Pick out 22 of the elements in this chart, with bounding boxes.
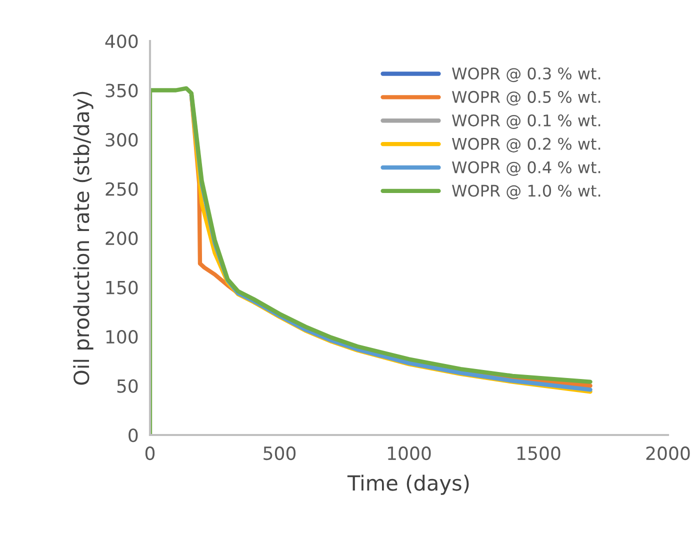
y-tick-label: 150 bbox=[106, 280, 138, 294]
x-tick-label: 1000 bbox=[388, 446, 431, 460]
legend-label: WOPR @ 0.4 % wt. bbox=[452, 161, 600, 176]
y-tick-label: 400 bbox=[105, 34, 138, 48]
x-axis-title: Time (days) bbox=[347, 474, 469, 495]
legend-label: WOPR @ 1.0 % wt. bbox=[452, 184, 600, 200]
legend-label: WOPR @ 0.3 % wt. bbox=[452, 67, 600, 82]
y-tick-label: 350 bbox=[106, 84, 138, 98]
y-tick-label: 100 bbox=[106, 330, 138, 344]
y-tick-label: 50 bbox=[117, 379, 138, 393]
x-tick-label: 0 bbox=[145, 446, 155, 460]
legend-label: WOPR @ 0.2 % wt. bbox=[452, 138, 600, 152]
x-tick-label: 1500 bbox=[518, 446, 560, 460]
legend-label: WOPR @ 0.5 % wt. bbox=[452, 90, 600, 106]
x-tick-label: 2000 bbox=[646, 446, 690, 460]
y-tick-label: 250 bbox=[106, 182, 138, 196]
legend-label: WOPR @ 0.1 % wt. bbox=[452, 114, 600, 129]
y-tick-label: 200 bbox=[106, 231, 138, 246]
y-axis-title: Oil production rate (stb/day) bbox=[73, 92, 94, 385]
y-tick-label: 300 bbox=[106, 132, 138, 147]
y-tick-label: 0 bbox=[128, 428, 138, 442]
x-tick-label: 500 bbox=[264, 446, 296, 460]
